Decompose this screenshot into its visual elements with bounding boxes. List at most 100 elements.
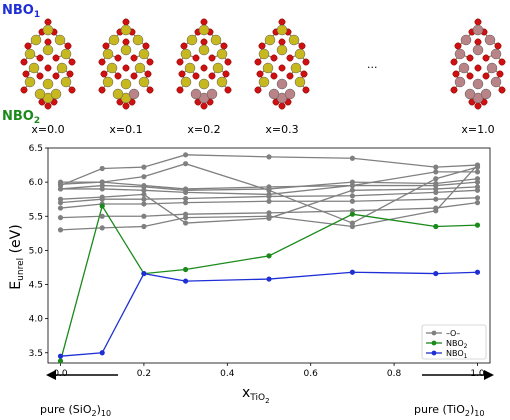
data-point-nbo2 — [349, 211, 355, 217]
legend-entry: NBO2 — [446, 339, 468, 350]
oxygen-atom — [44, 38, 52, 46]
oxygen-atom — [474, 38, 482, 46]
data-point-nbo1 — [349, 269, 355, 275]
data-point-o — [266, 186, 272, 192]
series-line-o-6 — [60, 197, 478, 209]
silicon-atom — [216, 76, 228, 88]
oxygen-atom — [98, 86, 106, 94]
oxygen-atom — [44, 102, 52, 110]
oxygen-atom — [102, 42, 110, 50]
legend-marker — [431, 350, 437, 356]
y-tick-label: 4.5 — [29, 281, 43, 291]
data-point-o — [57, 205, 64, 211]
y-tick-label: 6.0 — [29, 178, 44, 188]
data-point-o — [349, 193, 355, 199]
titanium-atom — [464, 88, 476, 100]
oxygen-atom — [68, 86, 76, 94]
data-point-o — [433, 176, 439, 182]
oxygen-atom — [258, 42, 266, 50]
silicon-atom — [184, 62, 196, 74]
silicon-atom — [294, 48, 306, 60]
silicon-atom — [102, 76, 114, 88]
series-line-o-2 — [60, 171, 478, 190]
oxygen-atom — [200, 38, 208, 46]
silicon-atom — [198, 78, 210, 90]
data-point-o — [99, 225, 105, 231]
oxygen-atom — [498, 58, 506, 66]
data-point-nbo1 — [266, 276, 272, 282]
titanium-atom — [472, 44, 484, 56]
data-point-o — [99, 213, 105, 219]
oxygen-atom — [122, 102, 130, 110]
oxygen-atom — [270, 72, 278, 80]
oxygen-atom — [52, 72, 60, 80]
oxygen-atom — [180, 42, 188, 50]
composition-label: x=0.1 — [109, 123, 142, 136]
cluster-4 — [450, 18, 506, 110]
silicon-atom — [120, 78, 132, 90]
data-point-o — [433, 208, 439, 214]
data-point-o — [266, 213, 272, 219]
data-point-o — [349, 182, 355, 189]
composition-label: x=1.0 — [461, 123, 494, 136]
oxygen-atom — [122, 38, 130, 46]
data-point-o — [141, 187, 147, 193]
silicon-atom — [112, 88, 124, 100]
data-point-nbo1 — [183, 278, 189, 284]
pure-tio2-label: pure (TiO2)10 — [414, 403, 484, 418]
y-ticks: 3.5 4.0 4.5 5.0 5.5 6.0 6.5 — [29, 144, 48, 359]
y-tick-label: 5.5 — [29, 212, 43, 222]
oxygen-atom — [208, 72, 216, 80]
oxygen-atom — [482, 72, 490, 80]
data-point-o — [99, 196, 105, 202]
data-point-o — [433, 189, 439, 195]
y-tick-label: 5.0 — [29, 246, 44, 256]
data-point-o — [349, 155, 355, 161]
left-arrow-head — [46, 370, 56, 380]
oxygen-atom — [122, 64, 130, 72]
oxygen-atom — [496, 70, 504, 78]
series-line-nbo1-11 — [60, 271, 478, 357]
silicon-atom — [258, 76, 270, 88]
data-point-nbo1 — [141, 270, 147, 277]
oxygen-atom — [224, 86, 232, 94]
y-axis-label: Eunrel (eV) — [8, 224, 26, 289]
data-point-o — [474, 200, 481, 206]
oxygen-atom — [44, 18, 52, 26]
data-point-nbo2 — [57, 358, 64, 364]
silicon-atom — [276, 44, 288, 56]
data-point-o — [99, 186, 105, 192]
data-point-o — [433, 196, 439, 202]
series-line-o-5 — [60, 189, 478, 204]
silicon-atom — [134, 62, 146, 74]
oxygen-atom — [482, 54, 490, 62]
data-point-nbo1 — [57, 353, 64, 359]
titanium-atom — [206, 88, 218, 100]
silicon-atom — [42, 44, 54, 56]
oxygen-atom — [450, 58, 458, 66]
silicon-atom — [108, 34, 120, 46]
silicon-atom — [132, 34, 144, 46]
composition-label: x=0.2 — [187, 123, 220, 136]
oxygen-atom — [68, 58, 76, 66]
data-point-o — [474, 169, 481, 175]
series-line-o-0 — [60, 154, 478, 187]
oxygen-atom — [278, 38, 286, 46]
right-arrow-head — [484, 370, 494, 380]
oxygen-atom — [254, 58, 262, 66]
legend-entry: NBO1 — [446, 349, 468, 360]
titanium-atom — [480, 88, 492, 100]
cluster-2 — [176, 18, 232, 110]
oxygen-atom — [36, 54, 44, 62]
oxygen-atom — [200, 18, 208, 26]
silicon-atom — [210, 34, 222, 46]
legend-entry: –O– — [446, 329, 460, 338]
oxygen-atom — [298, 42, 306, 50]
plot-frame — [47, 147, 491, 364]
silicon-atom — [264, 34, 276, 46]
oxygen-atom — [474, 18, 482, 26]
x-tick-label: 0.0 — [53, 369, 68, 379]
data-point-o — [183, 215, 189, 221]
pure-tio2-annotation: pure (TiO2)10 — [414, 370, 494, 418]
titanium-atom — [458, 62, 470, 74]
